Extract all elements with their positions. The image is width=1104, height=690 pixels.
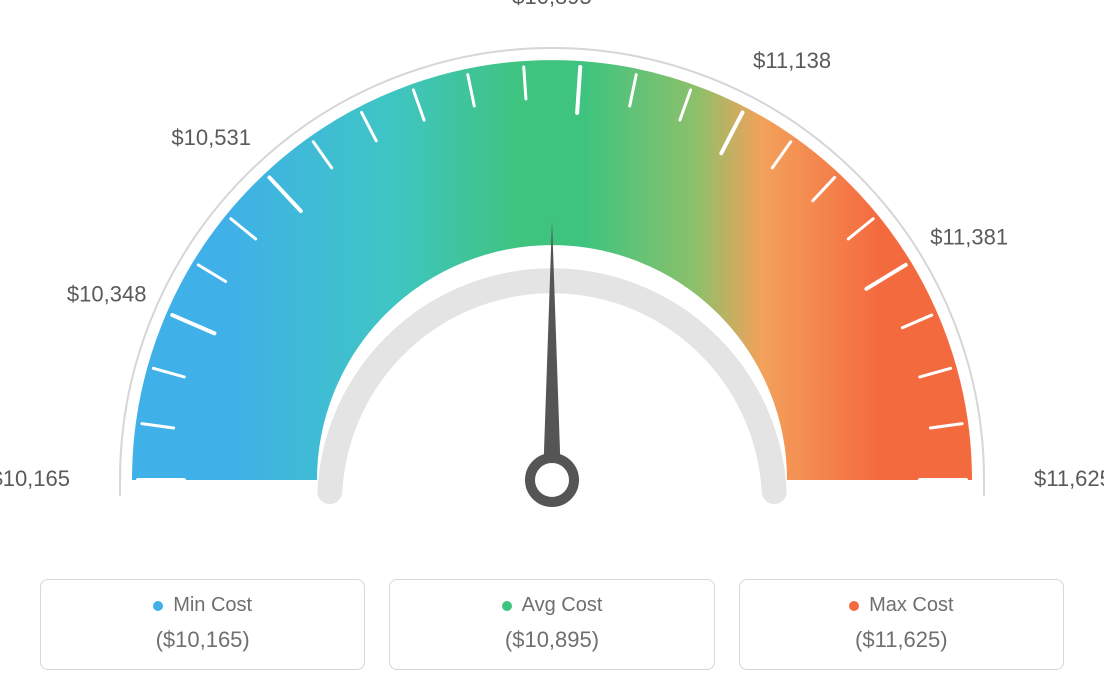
legend-value: ($11,625) <box>756 627 1047 653</box>
svg-text:$10,531: $10,531 <box>171 125 251 150</box>
svg-text:$11,625: $11,625 <box>1034 466 1104 491</box>
legend-value: ($10,895) <box>406 627 697 653</box>
legend-label: Avg Cost <box>522 594 603 617</box>
legend-value: ($10,165) <box>57 627 348 653</box>
svg-text:$11,138: $11,138 <box>753 48 831 73</box>
dot-icon <box>502 601 512 611</box>
dot-icon <box>153 601 163 611</box>
svg-text:$10,165: $10,165 <box>0 466 70 491</box>
cost-gauge: $10,165 $10,348 $10,531 $10,895 $11,138 $11,3… <box>0 0 1104 560</box>
legend-card-min: Min Cost ($10,165) <box>40 579 365 670</box>
legend-row: Min Cost ($10,165) Avg Cost ($10,895) Ma… <box>0 579 1104 670</box>
svg-text:$11,381: $11,381 <box>930 225 1008 250</box>
svg-text:$10,348: $10,348 <box>67 282 147 307</box>
svg-text:$10,895: $10,895 <box>512 0 592 9</box>
legend-card-max: Max Cost ($11,625) <box>739 579 1064 670</box>
legend-label: Min Cost <box>173 594 252 617</box>
dot-icon <box>849 601 859 611</box>
legend-card-avg: Avg Cost ($10,895) <box>389 579 714 670</box>
legend-label: Max Cost <box>869 594 953 617</box>
